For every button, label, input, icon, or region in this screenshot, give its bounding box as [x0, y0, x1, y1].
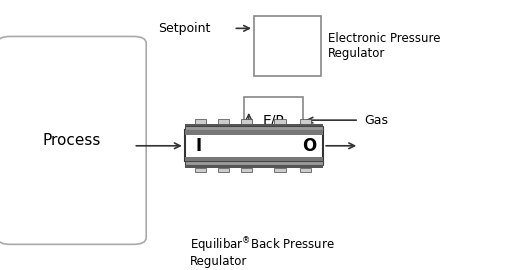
Bar	[274, 167, 286, 173]
Bar	[254, 16, 321, 76]
Bar	[300, 167, 311, 173]
Text: O: O	[302, 137, 316, 155]
Bar	[185, 130, 323, 134]
Bar	[274, 119, 286, 124]
Bar	[185, 124, 323, 126]
Text: Setpoint: Setpoint	[158, 22, 210, 35]
Bar	[241, 167, 252, 173]
Bar	[185, 130, 323, 161]
FancyBboxPatch shape	[0, 36, 146, 244]
Text: Equilibar$^\circledR$Back Pressure: Equilibar$^\circledR$Back Pressure	[190, 236, 334, 255]
Bar	[218, 119, 229, 124]
Text: E/P: E/P	[262, 113, 284, 127]
Bar	[195, 119, 206, 124]
Bar	[300, 119, 311, 124]
Bar	[241, 119, 252, 124]
Text: Regulator: Regulator	[190, 255, 247, 268]
Bar	[185, 157, 323, 161]
Bar	[185, 161, 323, 165]
Bar	[185, 165, 323, 167]
Bar	[185, 126, 323, 130]
Text: Process: Process	[43, 133, 101, 148]
Bar	[244, 97, 303, 143]
Text: Gas: Gas	[364, 114, 388, 127]
Text: I: I	[196, 137, 202, 155]
Text: Electronic Pressure
Regulator: Electronic Pressure Regulator	[328, 32, 441, 60]
Bar	[195, 167, 206, 173]
Bar	[218, 167, 229, 173]
